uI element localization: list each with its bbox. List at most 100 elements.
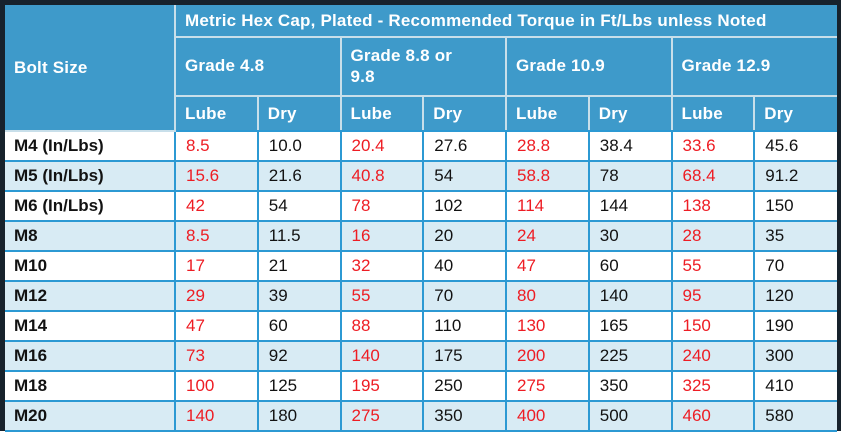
lube-value-cell: 55 [340, 281, 425, 312]
dry-value-cell: 38.4 [588, 131, 673, 162]
lube-value-cell: 73 [175, 341, 259, 372]
dry-value-cell: 144 [588, 191, 673, 222]
dry-value-cell: 45.6 [754, 131, 837, 162]
lube-value-cell: 16 [340, 221, 425, 252]
table-row: M20 140 180 275 350 400 500 460 580 [5, 401, 837, 432]
table-row: M10 17 21 32 40 47 60 55 70 [5, 251, 837, 282]
bolt-size-cell: M10 [5, 251, 176, 282]
dry-value-cell: 21.6 [257, 161, 342, 192]
table-row: M6 (In/Lbs) 42 54 78 102 114 144 138 150 [5, 191, 837, 222]
bolt-size-cell: M5 (In/Lbs) [5, 161, 176, 192]
sub-header-row: Lube Dry Lube Dry Lube Dry Lube Dry [5, 96, 837, 132]
lube-value-cell: 8.5 [175, 131, 259, 162]
lube-header: Lube [340, 96, 425, 132]
grade-header-8-8-or-9-8: Grade 8.8 or 9.8 [340, 37, 507, 97]
title-row: Bolt Size Metric Hex Cap, Plated - Recom… [5, 5, 837, 132]
lube-value-cell: 28 [671, 221, 756, 252]
bolt-size-cell: M4 (In/Lbs) [5, 131, 176, 162]
dry-value-cell: 27.6 [423, 131, 507, 162]
lube-header: Lube [506, 96, 590, 132]
dry-value-cell: 500 [588, 401, 673, 432]
lube-value-cell: 140 [175, 401, 259, 432]
dry-value-cell: 78 [588, 161, 673, 192]
lube-value-cell: 95 [671, 281, 756, 312]
lube-value-cell: 47 [506, 251, 590, 282]
dry-value-cell: 190 [754, 311, 837, 342]
lube-value-cell: 200 [506, 341, 590, 372]
grade-header-row: Grade 4.8 Grade 8.8 or 9.8 Grade 10.9 Gr… [5, 37, 837, 97]
grade-header-12-9: Grade 12.9 [671, 37, 837, 97]
lube-value-cell: 24 [506, 221, 590, 252]
table-row: M12 29 39 55 70 80 140 95 120 [5, 281, 837, 312]
bolt-size-cell: M12 [5, 281, 176, 312]
lube-value-cell: 114 [506, 191, 590, 222]
lube-value-cell: 275 [340, 401, 425, 432]
lube-value-cell: 55 [671, 251, 756, 282]
dry-value-cell: 225 [588, 341, 673, 372]
dry-value-cell: 250 [423, 371, 507, 402]
lube-value-cell: 47 [175, 311, 259, 342]
dry-header: Dry [257, 96, 342, 132]
lube-value-cell: 325 [671, 371, 756, 402]
lube-value-cell: 15.6 [175, 161, 259, 192]
dry-value-cell: 11.5 [257, 221, 342, 252]
lube-value-cell: 140 [340, 341, 425, 372]
dry-value-cell: 180 [257, 401, 342, 432]
bolt-size-cell: M14 [5, 311, 176, 342]
bolt-size-cell: M8 [5, 221, 176, 252]
dry-value-cell: 40 [423, 251, 507, 282]
lube-value-cell: 29 [175, 281, 259, 312]
lube-value-cell: 20.4 [340, 131, 425, 162]
dry-value-cell: 410 [754, 371, 837, 402]
lube-value-cell: 100 [175, 371, 259, 402]
lube-value-cell: 28.8 [506, 131, 590, 162]
dry-value-cell: 140 [588, 281, 673, 312]
lube-value-cell: 17 [175, 251, 259, 282]
lube-value-cell: 80 [506, 281, 590, 312]
dry-value-cell: 150 [754, 191, 837, 222]
dry-value-cell: 91.2 [754, 161, 837, 192]
dry-value-cell: 110 [423, 311, 507, 342]
dry-value-cell: 35 [754, 221, 837, 252]
lube-value-cell: 130 [506, 311, 590, 342]
dry-value-cell: 580 [754, 401, 837, 432]
table-body: M4 (In/Lbs) 8.5 10.0 20.4 27.6 28.8 38.4… [5, 131, 837, 432]
lube-value-cell: 275 [506, 371, 590, 402]
dry-value-cell: 54 [423, 161, 507, 192]
lube-value-cell: 42 [175, 191, 259, 222]
bolt-size-cell: M20 [5, 401, 176, 432]
dry-header: Dry [754, 96, 837, 132]
grade-header-10-9: Grade 10.9 [506, 37, 673, 97]
dry-value-cell: 10.0 [257, 131, 342, 162]
lube-value-cell: 400 [506, 401, 590, 432]
dry-value-cell: 70 [423, 281, 507, 312]
dry-value-cell: 30 [588, 221, 673, 252]
dry-value-cell: 120 [754, 281, 837, 312]
dry-value-cell: 175 [423, 341, 507, 372]
table-row: M14 47 60 88 110 130 165 150 190 [5, 311, 837, 342]
bolt-size-cell: M16 [5, 341, 176, 372]
dry-value-cell: 102 [423, 191, 507, 222]
bolt-size-cell: M18 [5, 371, 176, 402]
table-row: M8 8.5 11.5 16 20 24 30 28 35 [5, 221, 837, 252]
lube-value-cell: 195 [340, 371, 425, 402]
lube-value-cell: 40.8 [340, 161, 425, 192]
dry-value-cell: 70 [754, 251, 837, 282]
dry-value-cell: 125 [257, 371, 342, 402]
dry-header: Dry [588, 96, 673, 132]
dry-value-cell: 165 [588, 311, 673, 342]
lube-value-cell: 33.6 [671, 131, 756, 162]
table-row: M18 100 125 195 250 275 350 325 410 [5, 371, 837, 402]
lube-value-cell: 460 [671, 401, 756, 432]
lube-value-cell: 68.4 [671, 161, 756, 192]
bolt-size-cell: M6 (In/Lbs) [5, 191, 176, 222]
dry-value-cell: 39 [257, 281, 342, 312]
lube-value-cell: 88 [340, 311, 425, 342]
dry-header: Dry [423, 96, 507, 132]
dry-value-cell: 60 [588, 251, 673, 282]
dry-value-cell: 60 [257, 311, 342, 342]
dry-value-cell: 350 [588, 371, 673, 402]
dry-value-cell: 54 [257, 191, 342, 222]
table-title: Metric Hex Cap, Plated - Recommended Tor… [175, 5, 837, 38]
